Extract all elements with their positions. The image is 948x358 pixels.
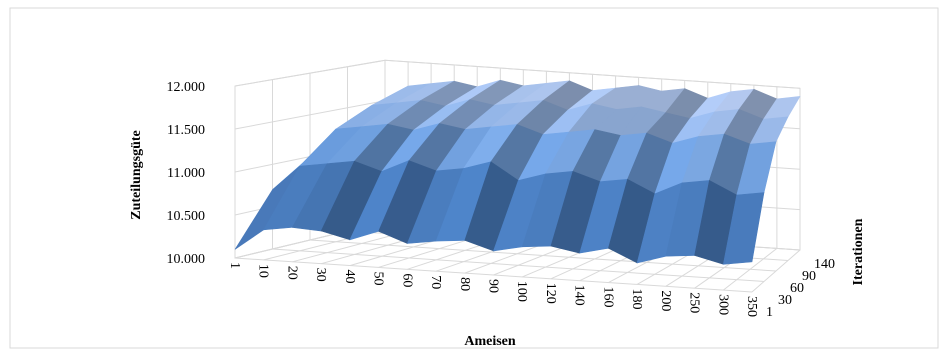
x-tick-label: 70 — [428, 275, 443, 289]
depth-axis-title: Iterationen — [851, 218, 866, 285]
x-tick-label: 200 — [658, 290, 673, 311]
x-tick-label: 20 — [284, 266, 299, 280]
z-tick-label: 10.500 — [167, 209, 206, 224]
surface-patch — [722, 192, 765, 265]
x-tick-label: 10 — [256, 264, 271, 278]
x-tick-label: 50 — [371, 271, 386, 285]
depth-tick-label: 1 — [766, 305, 773, 320]
x-tick-label: 180 — [629, 288, 644, 309]
x-tick-label: 40 — [342, 270, 357, 284]
x-tick-label: 100 — [514, 281, 529, 302]
grid-line — [272, 79, 765, 282]
z-axis-title: Zuteilungsgüte — [129, 130, 144, 219]
depth-tick-label: 30 — [778, 293, 792, 308]
z-tick-label: 11.000 — [167, 166, 205, 181]
x-tick-label: 90 — [486, 279, 501, 293]
depth-tick-label: 60 — [790, 281, 804, 296]
x-tick-label: 350 — [744, 296, 759, 317]
depth-tick-label: 140 — [814, 257, 835, 272]
z-tick-label: 11.500 — [167, 123, 205, 138]
x-tick-label: 250 — [687, 292, 702, 313]
x-axis-title: Ameisen — [464, 334, 516, 349]
x-tick-label: 160 — [600, 287, 615, 308]
x-tick-label: 60 — [399, 273, 414, 287]
x-tick-label: 1 — [227, 262, 242, 269]
x-tick-label: 120 — [543, 283, 558, 304]
grid-line — [309, 73, 777, 272]
x-tick-label: 30 — [313, 268, 328, 282]
z-tick-label: 12.000 — [167, 80, 206, 95]
grid-line — [234, 86, 753, 293]
x-tick-label: 300 — [715, 294, 730, 315]
x-tick-label: 80 — [457, 277, 472, 291]
x-tick-label: 140 — [572, 285, 587, 306]
z-tick-label: 10.000 — [167, 252, 206, 267]
depth-tick-label: 90 — [802, 269, 816, 284]
